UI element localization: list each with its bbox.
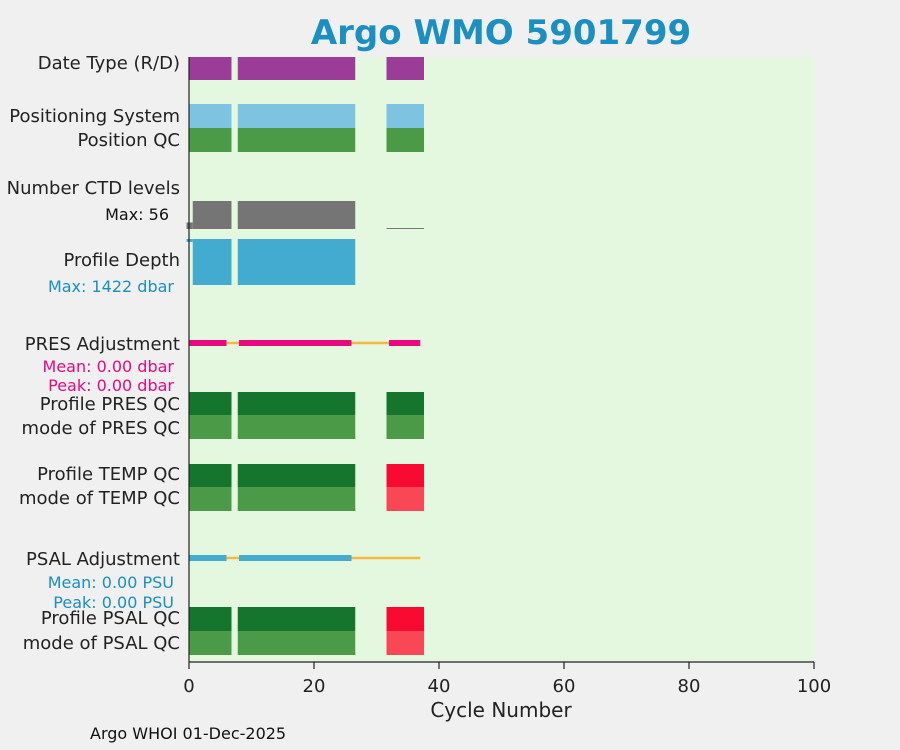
bar-profile-pres-qc-2 (386, 392, 424, 415)
bar-ctd-levels-2 (237, 201, 356, 229)
row-label-profile-temp-qc: Profile TEMP QC (37, 464, 180, 485)
bar-position-qc-0 (189, 128, 232, 152)
bar-date-type-r-d-0 (189, 57, 232, 80)
row-label-mode-of-temp-qc: mode of TEMP QC (19, 488, 180, 509)
ctd-max-label: Max: 56 (105, 205, 169, 224)
bar-date-type-r-d-2 (386, 57, 424, 80)
bar-mode-of-temp-qc-0 (189, 487, 232, 511)
bar-position-qc-1 (237, 128, 356, 152)
pres-adjustment-segment-2 (389, 340, 421, 346)
bar-profile-depth-1 (192, 239, 232, 285)
row-label-date-type-r-d: Date Type (R/D) (38, 53, 180, 74)
plot-area (189, 57, 814, 662)
psal-adjustment-segment-0 (189, 555, 227, 561)
x-tick-label-20: 20 (303, 676, 326, 697)
psal-adjustment-segment-2 (326, 555, 352, 561)
row-label-mode-of-pres-qc: mode of PRES QC (22, 418, 180, 439)
bar-ctd-levels-1 (192, 201, 232, 229)
bar-ctd-levels-3 (386, 228, 424, 229)
bar-positioning-system-2 (386, 104, 424, 128)
psal-adjustment-segment-1 (239, 555, 327, 561)
bar-profile-psal-qc-2 (386, 607, 424, 631)
row-label-psal-adjustment: PSAL Adjustment (26, 549, 180, 570)
psal-adjustment-mean-label: Mean: 0.00 PSU (48, 573, 174, 592)
bar-mode-of-pres-qc-2 (386, 415, 424, 439)
bar-mode-of-psal-qc-2 (386, 631, 424, 655)
depth-max-label: Max: 1422 dbar (48, 277, 174, 296)
row-label-mode-of-psal-qc: mode of PSAL QC (23, 633, 180, 654)
status-bars (186, 57, 424, 655)
pres-adjustment-mean-label: Mean: 0.00 dbar (43, 357, 175, 376)
x-axis-title: Cycle Number (430, 698, 572, 722)
bar-mode-of-pres-qc-0 (189, 415, 232, 439)
bar-date-type-r-d-1 (237, 57, 356, 80)
bar-ctd-levels-0 (186, 222, 193, 229)
x-tick-label-40: 40 (428, 676, 451, 697)
row-label-profile-depth: Profile Depth (63, 250, 180, 271)
bar-mode-of-temp-qc-1 (237, 487, 356, 511)
bar-positioning-system-1 (237, 104, 356, 128)
bar-profile-psal-qc-1 (237, 607, 356, 631)
row-labels: Date Type (R/D) Positioning System Positio… (7, 53, 180, 654)
x-tick-label-80: 80 (678, 676, 701, 697)
row-label-profile-pres-qc: Profile PRES QC (40, 394, 180, 415)
x-tick-label-100: 100 (797, 676, 831, 697)
bar-profile-pres-qc-1 (237, 392, 356, 415)
x-tick-label-0: 0 (183, 676, 194, 697)
row-label-positioning-system: Positioning System (9, 106, 180, 127)
bar-mode-of-psal-qc-1 (237, 631, 356, 655)
pres-adjustment-segment-1 (239, 340, 352, 346)
row-label-number-ctd-levels: Number CTD levels (7, 178, 180, 199)
bar-position-qc-2 (386, 128, 424, 152)
row-label-position-qc: Position QC (77, 130, 180, 151)
x-tick-label-60: 60 (553, 676, 576, 697)
bar-positioning-system-0 (189, 104, 232, 128)
bar-profile-psal-qc-0 (189, 607, 232, 631)
bar-mode-of-temp-qc-2 (386, 487, 424, 511)
bar-mode-of-pres-qc-1 (237, 415, 356, 439)
x-axis-ticks: 0 20 40 60 80 100 (183, 662, 831, 697)
row-label-profile-psal-qc: Profile PSAL QC (41, 608, 180, 629)
bar-profile-depth-0 (186, 239, 193, 242)
bar-profile-pres-qc-0 (189, 392, 232, 415)
pres-adjustment-segment-0 (189, 340, 227, 346)
pres-adjustment-peak-label: Peak: 0.00 dbar (48, 376, 174, 395)
psal-adjustment-peak-label: Peak: 0.00 PSU (53, 593, 174, 612)
row-label-pres-adjustment: PRES Adjustment (25, 334, 180, 355)
footer-credit: Argo WHOI 01-Dec-2025 (90, 724, 287, 743)
chart-title: Argo WMO 5901799 (311, 13, 691, 53)
bar-mode-of-psal-qc-0 (189, 631, 232, 655)
bar-profile-temp-qc-1 (237, 464, 356, 487)
bar-profile-temp-qc-0 (189, 464, 232, 487)
bar-profile-depth-2 (237, 239, 356, 285)
bar-profile-temp-qc-2 (386, 464, 424, 487)
